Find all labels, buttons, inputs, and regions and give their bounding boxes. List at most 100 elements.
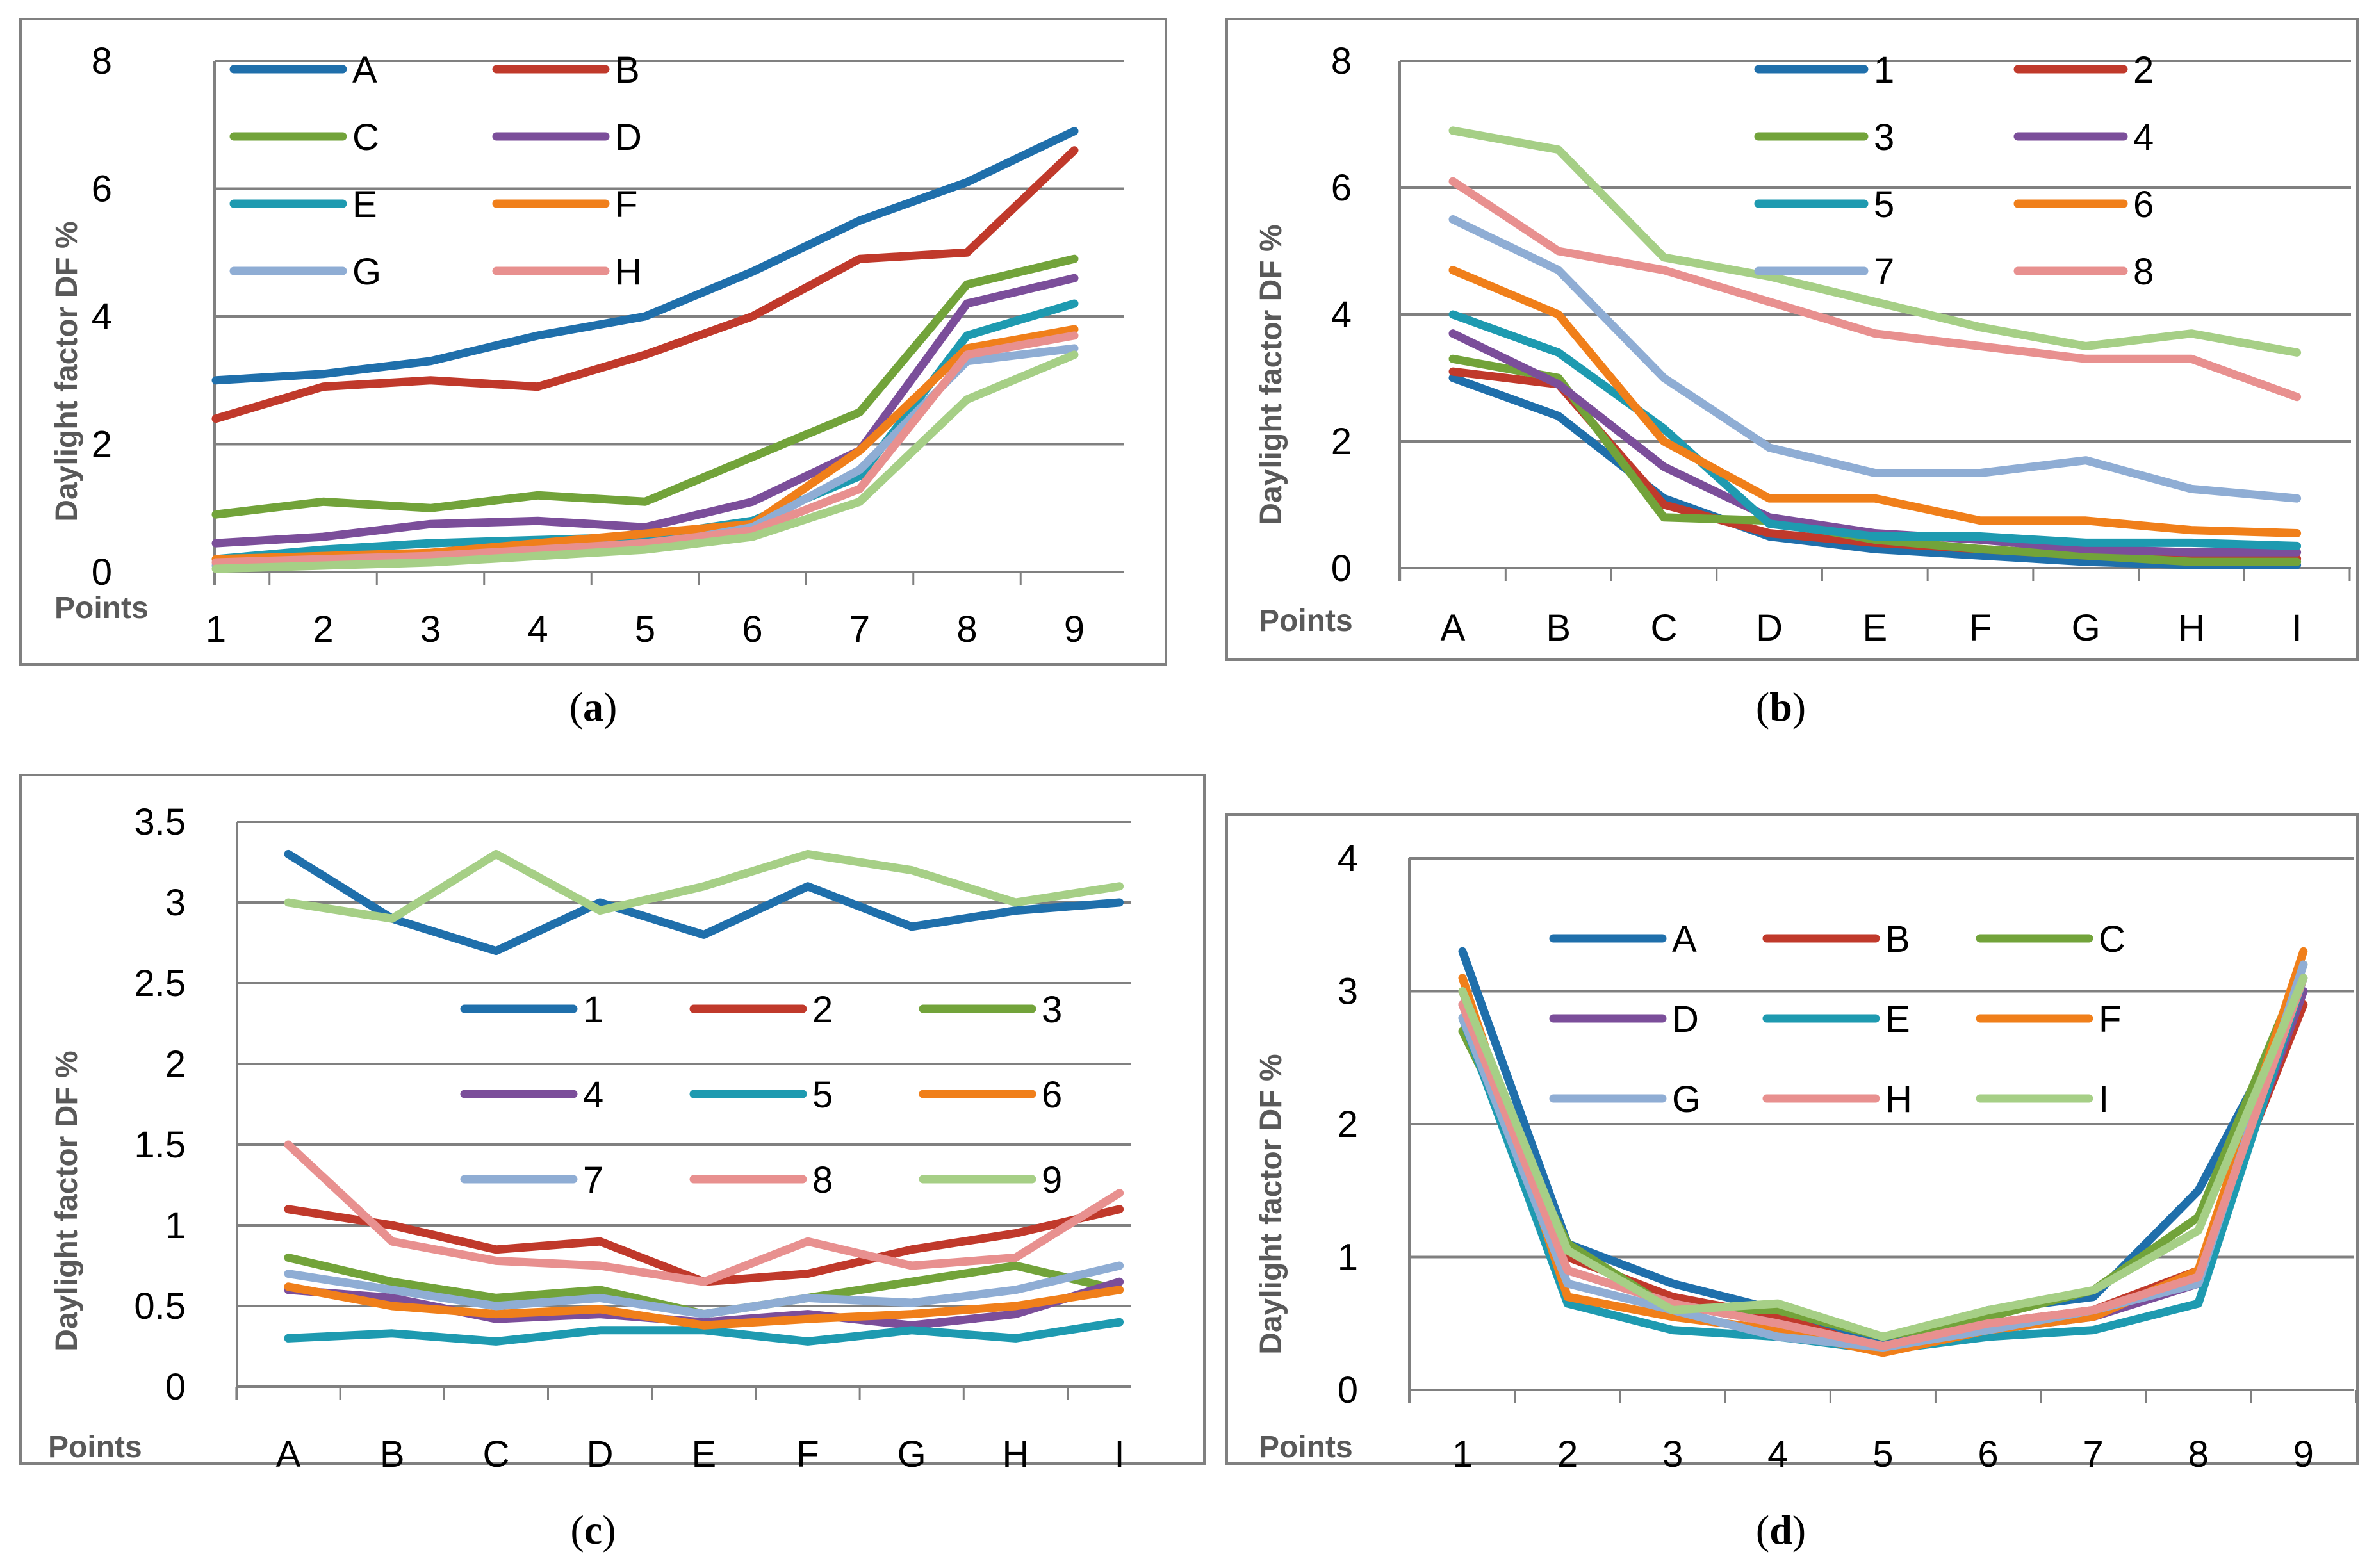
legend-label: 4 bbox=[583, 1074, 603, 1116]
chart-frame bbox=[19, 774, 1206, 1465]
x-axis-title: Points bbox=[1259, 604, 1353, 638]
series-line-6 bbox=[1448, 266, 2302, 537]
x-tick-label: B bbox=[380, 1433, 405, 1475]
legend-label: B bbox=[615, 49, 640, 91]
chart-frame bbox=[1225, 18, 2359, 661]
legend-label: 1 bbox=[1874, 49, 1894, 91]
y-tick-label: 0 bbox=[165, 1366, 186, 1408]
x-tick-label: 9 bbox=[1064, 608, 1085, 650]
y-tick-label: 3.5 bbox=[134, 801, 186, 843]
legend-label: 7 bbox=[583, 1159, 603, 1201]
chart-panel-b: 0 2 4 6 8 A B C D E F G H I Daylight factor DF % Points… bbox=[1225, 18, 2359, 730]
series-line-1 bbox=[1448, 373, 2302, 569]
x-tick-label: 5 bbox=[1872, 1433, 1893, 1475]
legend-label: C bbox=[2099, 919, 2125, 960]
x-tick-label: 8 bbox=[2188, 1433, 2209, 1475]
legend: 1 2 3 4 5 6 7 8 9 bbox=[460, 989, 1062, 1201]
x-tick-label: C bbox=[1650, 607, 1677, 649]
legend-label: H bbox=[1885, 1079, 1912, 1120]
legend-label: F bbox=[615, 184, 637, 225]
y-tick-label: 3 bbox=[1338, 971, 1358, 1013]
series-line-I bbox=[211, 350, 1079, 573]
y-tick-label: 2 bbox=[1331, 421, 1352, 462]
series-group bbox=[1448, 126, 2302, 569]
legend-label: G bbox=[352, 251, 381, 293]
x-axis-title: Points bbox=[1259, 1430, 1353, 1464]
chart-frame bbox=[1225, 813, 2359, 1465]
x-axis-title: Points bbox=[48, 1430, 142, 1464]
x-tick-label: 4 bbox=[527, 608, 548, 650]
x-tick-label: E bbox=[1862, 607, 1887, 649]
x-tick-label: 4 bbox=[1767, 1433, 1788, 1475]
series-group bbox=[211, 127, 1079, 573]
legend-label: 3 bbox=[1042, 989, 1062, 1031]
x-tick-label: H bbox=[2178, 607, 2205, 649]
x-tick-label: I bbox=[2292, 607, 2302, 649]
legend-label: E bbox=[1885, 999, 1910, 1040]
x-tick-label: 7 bbox=[849, 608, 870, 650]
legend-label: G bbox=[1672, 1079, 1701, 1120]
legend-label: F bbox=[2099, 999, 2121, 1040]
x-tick-label: 8 bbox=[956, 608, 977, 650]
y-tick-label: 8 bbox=[1331, 40, 1352, 82]
series-line-7 bbox=[284, 1261, 1124, 1319]
y-tick-label: 8 bbox=[92, 40, 112, 82]
legend-label: 6 bbox=[2133, 184, 2154, 225]
y-tick-label: 0 bbox=[1338, 1369, 1358, 1411]
y-tick-label: 2 bbox=[1338, 1104, 1358, 1145]
y-tick-label: 4 bbox=[92, 296, 112, 338]
y-axis-title: Daylight factor DF % bbox=[50, 1050, 84, 1351]
legend-label: 5 bbox=[1874, 184, 1894, 225]
series-line-B bbox=[211, 146, 1079, 423]
series-line-7 bbox=[1448, 215, 2302, 503]
series-line-A bbox=[211, 127, 1079, 385]
x-tick-label: G bbox=[2072, 607, 2101, 649]
y-tick-label: 2 bbox=[92, 424, 112, 466]
x-tick-label: A bbox=[1441, 607, 1466, 649]
y-tick-label: 2.5 bbox=[134, 963, 186, 1004]
x-tick-label: G bbox=[897, 1433, 926, 1475]
y-tick-label: 4 bbox=[1331, 294, 1352, 336]
x-tick-label: D bbox=[1756, 607, 1783, 649]
chart-panel-c: 0 0.5 1 1.5 2 2.5 3 3.5 A B C D E F G H I Daylight factor… bbox=[19, 774, 1206, 1553]
y-tick-label: 0 bbox=[1331, 548, 1352, 589]
legend-label: 1 bbox=[583, 989, 603, 1031]
legend-label: A bbox=[352, 49, 377, 91]
panel-caption: (c) bbox=[570, 1507, 616, 1553]
y-tick-label: 6 bbox=[1331, 167, 1352, 209]
series-line-1 bbox=[284, 849, 1124, 956]
x-tick-label: B bbox=[1546, 607, 1571, 649]
x-tick-label: 2 bbox=[1557, 1433, 1578, 1475]
legend-label: E bbox=[352, 184, 377, 225]
legend: 1 2 3 4 5 6 7 8 bbox=[1754, 49, 2154, 293]
y-tick-label: 2 bbox=[165, 1043, 186, 1085]
legend-label: A bbox=[1672, 919, 1697, 960]
series-line-H bbox=[211, 331, 1079, 567]
y-tick-label: 1 bbox=[1338, 1237, 1358, 1278]
series-line-H bbox=[1458, 974, 2308, 1350]
legend-label: 3 bbox=[1874, 117, 1894, 158]
legend-label: D bbox=[615, 117, 642, 158]
series-line-5 bbox=[1448, 310, 2302, 550]
x-tick-label: I bbox=[1115, 1433, 1125, 1475]
legend: A B C D E F G H I bbox=[1549, 919, 2125, 1120]
legend-label: 6 bbox=[1042, 1074, 1062, 1116]
legend: A B C D E F G H bbox=[229, 49, 642, 293]
legend-label: B bbox=[1885, 919, 1910, 960]
x-tick-label: 1 bbox=[206, 608, 226, 650]
legend-label: 8 bbox=[2133, 251, 2154, 293]
panel-caption: (d) bbox=[1756, 1507, 1806, 1553]
series-line-5 bbox=[284, 1318, 1124, 1346]
x-tick-label: F bbox=[1969, 607, 1992, 649]
legend-label: 4 bbox=[2133, 117, 2154, 158]
y-tick-label: 6 bbox=[92, 168, 112, 210]
legend-label: 2 bbox=[812, 989, 833, 1031]
x-tick-label: 2 bbox=[313, 608, 333, 650]
x-tick-label: 6 bbox=[1978, 1433, 1998, 1475]
y-tick-label: 3 bbox=[165, 882, 186, 924]
x-tick-label: 9 bbox=[2293, 1433, 2314, 1475]
series-line-I bbox=[1458, 974, 2308, 1341]
series-line-9 bbox=[1448, 126, 2302, 357]
legend-label: D bbox=[1672, 999, 1699, 1040]
